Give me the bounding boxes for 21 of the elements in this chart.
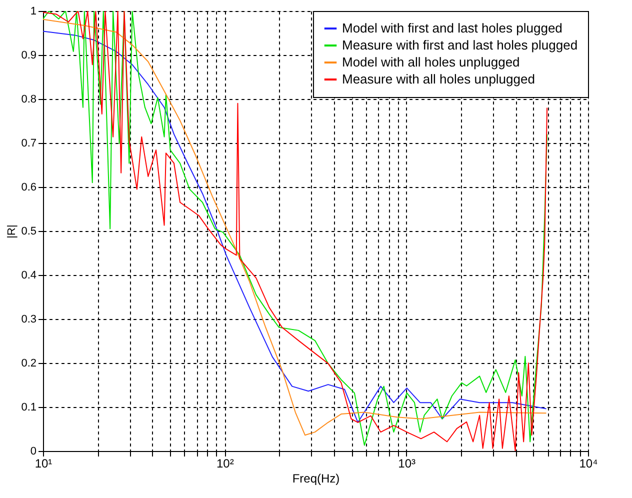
legend-label: Model with all holes unplugged (342, 54, 520, 70)
y-tick-label: 1 (30, 6, 36, 18)
y-tick-label: 0.6 (21, 182, 36, 194)
legend-label: Model with first and last holes plugged (342, 20, 562, 36)
y-tick-label: 0.2 (21, 358, 36, 370)
y-tick-label: 0.9 (21, 50, 36, 62)
y-tick-label: 0.8 (21, 94, 36, 106)
x-tick-label: 10¹ (34, 456, 52, 470)
y-tick-label: 0.5 (21, 226, 36, 238)
y-axis-title: |R| (6, 224, 18, 238)
legend-label: Measure with first and last holes plugged (342, 38, 578, 52)
y-tick-label: 0.4 (21, 270, 36, 282)
x-tick-label: 10³ (398, 456, 416, 470)
legend-label: Measure with all holes unplugged (342, 72, 535, 86)
x-tick-label: 10² (216, 456, 234, 470)
x-tick-label: 10⁴ (579, 456, 598, 470)
x-axis-title: Freq(Hz) (292, 472, 340, 486)
y-tick-label: 0.7 (21, 138, 36, 150)
y-tick-label: 0.3 (21, 314, 36, 326)
y-tick-label: 0 (30, 446, 36, 458)
y-tick-label: 0.1 (21, 402, 36, 414)
